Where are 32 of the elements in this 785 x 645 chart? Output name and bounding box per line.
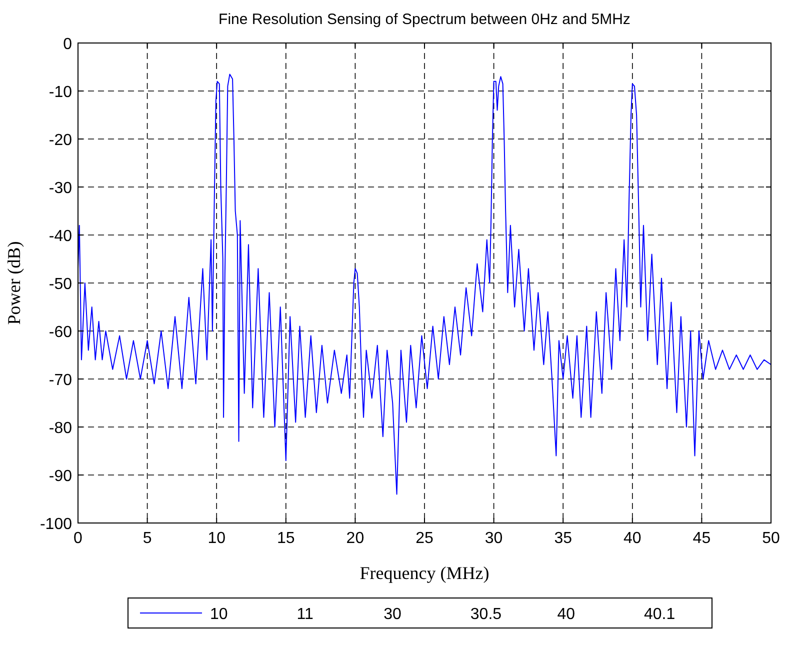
legend-label: 10 [210,606,228,623]
text: 30 [384,606,402,623]
x-tick-label: 50 [762,530,780,547]
y-axis-title: Power (dB) [4,241,24,325]
x-tick-label: 40 [624,530,642,547]
x-tick-label: 35 [554,530,572,547]
y-tick-label: -20 [48,132,72,149]
y-tick-label: -30 [48,180,72,197]
x-tick-label: 20 [346,530,364,547]
text: 40 [557,606,576,623]
y-tick-label: -100 [40,516,72,533]
x-tick-label: 15 [277,530,295,547]
x-tick-label: 0 [74,530,83,547]
x-axis-title: Frequency (MHz) [360,563,490,583]
x-tick-label: 25 [416,530,434,547]
text: 30.5 [470,606,502,623]
chart-title: Fine Resolution Sensing of Spectrum between 0Hz and 5MHz [218,11,630,28]
y-tick-label: -90 [48,468,72,485]
x-tick-label: 45 [692,530,711,547]
x-tick-label: 10 [208,530,226,547]
y-tick-label: -60 [48,324,72,341]
y-tick-label: -80 [48,420,72,437]
x-tick-label: 30 [484,530,503,547]
y-tick-label: -70 [48,372,72,389]
line-series [78,74,771,495]
text: 40.1 [644,606,676,623]
y-tick-label: -10 [48,84,72,101]
y-tick-label: -40 [48,228,72,245]
y-tick-label: 0 [63,36,72,53]
text: 11 [296,606,314,623]
x-tick-label: 5 [142,530,152,547]
y-tick-label: -50 [48,276,72,293]
